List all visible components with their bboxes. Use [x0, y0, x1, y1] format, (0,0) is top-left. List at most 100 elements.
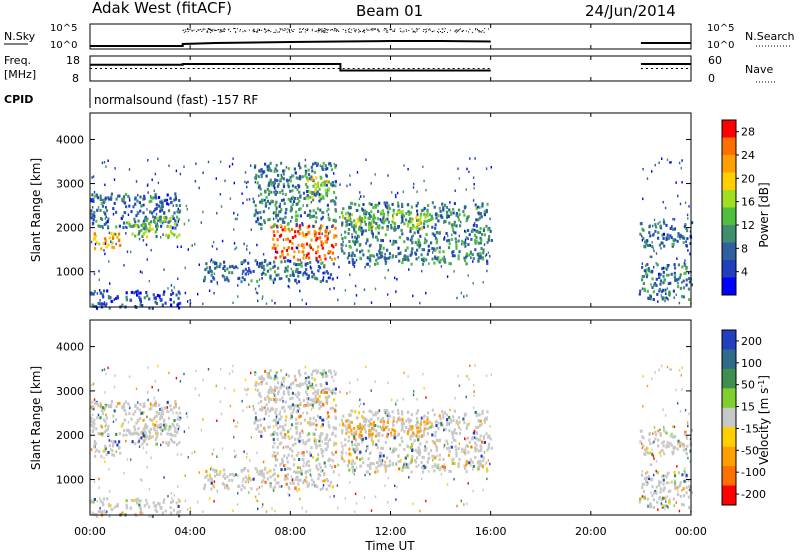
power-speckle	[285, 166, 288, 169]
power-cell	[464, 244, 467, 248]
power-cell	[401, 219, 404, 223]
power-cell	[322, 242, 325, 246]
velocity-speckle	[102, 434, 104, 437]
power-speckle	[249, 251, 251, 255]
power-cell	[240, 280, 243, 284]
power-cell	[283, 270, 286, 273]
velocity-cell	[210, 487, 213, 491]
velocity-cell	[647, 477, 651, 480]
power-cell	[166, 202, 169, 206]
power-speckle	[653, 232, 655, 236]
noise-dot	[240, 29, 241, 31]
velocity-speckle	[472, 406, 475, 410]
power-cell	[685, 283, 688, 287]
velocity-cell	[276, 421, 280, 425]
velocity-cell	[302, 441, 305, 445]
velocity-cell	[306, 386, 309, 390]
velocity-cell	[241, 484, 244, 488]
noise-dot	[206, 30, 208, 32]
velocity-cell	[401, 418, 404, 422]
power-cell	[433, 205, 436, 209]
velocity-cell	[349, 413, 352, 417]
velocity-cell	[317, 468, 320, 472]
power-speckle	[664, 206, 667, 210]
power-cell	[127, 221, 130, 225]
velocity-cell	[398, 467, 401, 471]
velocity-cell	[387, 411, 390, 415]
velocity-cell	[381, 428, 384, 431]
power-cell	[203, 277, 206, 281]
velocity-speckle	[172, 411, 174, 415]
velocity-speckle	[151, 385, 153, 389]
power-speckle	[467, 237, 469, 240]
power-cell	[474, 241, 477, 245]
velocity-cell	[136, 501, 139, 505]
power-cell	[365, 210, 368, 214]
power-cell	[289, 198, 292, 202]
velocity-cell	[297, 482, 300, 486]
velocity-speckle	[258, 401, 260, 405]
velocity-cell	[272, 437, 275, 441]
power-cell	[419, 215, 422, 219]
velocity-cell	[279, 463, 282, 466]
power-cell	[368, 225, 371, 229]
velocity-speckle	[458, 384, 461, 387]
power-speckle	[292, 274, 294, 277]
power-cell	[158, 204, 161, 208]
power-cell	[320, 193, 323, 197]
velocity-cell	[203, 485, 206, 489]
power-cell	[416, 218, 420, 222]
velocity-speckle	[301, 429, 303, 432]
velocity-speckle	[104, 407, 106, 410]
noise-dot	[387, 31, 389, 33]
velocity-cell	[104, 419, 107, 423]
velocity-cell	[233, 474, 236, 478]
power-speckle	[147, 217, 149, 220]
velocity-cell	[448, 469, 451, 473]
velocity-speckle	[262, 460, 265, 464]
power-cell	[173, 211, 176, 215]
power-speckle	[678, 161, 681, 165]
station-title: Adak West (fitACF)	[92, 0, 232, 17]
velocity-cell	[669, 441, 672, 445]
velocity-cell	[128, 430, 132, 434]
power-cell	[302, 273, 305, 277]
power-cell	[363, 210, 366, 214]
velocity-cell	[377, 424, 380, 428]
velocity-cell	[358, 411, 361, 415]
velocity-cell	[324, 442, 327, 445]
velocity-cell	[276, 451, 279, 455]
power-cell	[431, 257, 434, 261]
power-speckle	[666, 287, 669, 290]
freq-tick-18: 18	[66, 54, 80, 67]
noise-dot	[488, 28, 489, 30]
velocity-speckle	[384, 467, 386, 470]
power-cell	[478, 216, 482, 220]
velocity-cell	[393, 433, 396, 437]
velocity-cell	[465, 426, 468, 430]
power-cell	[374, 216, 377, 220]
power-cell	[283, 220, 286, 224]
power-speckle	[246, 185, 248, 189]
velocity-cell	[401, 424, 404, 428]
power-speckle	[472, 260, 474, 263]
power-cell	[370, 225, 373, 229]
velocity-speckle	[246, 393, 248, 396]
power-speckle	[146, 208, 148, 211]
velocity-cell	[302, 399, 305, 403]
power-speckle	[128, 197, 131, 200]
velocity-cell	[433, 455, 436, 459]
power-cell	[260, 175, 263, 179]
power-cell	[319, 226, 322, 230]
power-cell	[178, 233, 181, 237]
velocity-speckle	[247, 388, 249, 391]
velocity-cell	[334, 391, 337, 395]
power-cell	[291, 236, 295, 240]
power-cell	[349, 206, 352, 210]
power-cell	[385, 227, 389, 231]
velocity-cell	[208, 473, 211, 477]
power-cell	[242, 269, 245, 273]
power-cell	[465, 252, 468, 256]
power-colorbar-swatch	[722, 260, 736, 278]
